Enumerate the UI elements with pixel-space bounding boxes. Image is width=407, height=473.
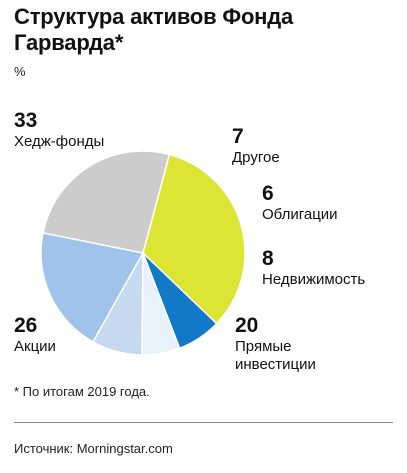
footnote: * По итогам 2019 года. (14, 384, 150, 399)
slice-stocks (42, 150, 171, 254)
label-other-value: 7 (232, 125, 244, 148)
label-hedge-funds-name: Хедж-фонды (14, 133, 105, 150)
divider (14, 422, 393, 423)
label-real-estate-value: 8 (262, 247, 274, 270)
label-hedge-funds: 33 Хедж-фонды (14, 110, 104, 151)
label-private-equity-name: Прямые инвестиции (235, 338, 316, 373)
label-stocks: 26 Акции (14, 315, 56, 356)
label-real-estate: 8 Недвижимость (262, 248, 365, 289)
chart-title: Структура активов Фонда Гарварда* (14, 4, 294, 55)
slice-private-equity (40, 231, 145, 343)
pie-chart (40, 150, 246, 356)
label-private-equity-value: 20 (235, 314, 259, 337)
label-hedge-funds-value: 33 (14, 109, 38, 132)
label-other: 7 Другое (232, 126, 280, 167)
unit-label: % (14, 64, 26, 79)
slice-hedge-funds (142, 153, 246, 325)
label-stocks-value: 26 (14, 314, 38, 337)
label-real-estate-name: Недвижимость (262, 271, 366, 288)
label-bonds-name: Облигации (262, 206, 338, 223)
label-stocks-name: Акции (14, 338, 56, 355)
source-note: Источник: Morningstar.com (14, 441, 173, 456)
label-private-equity: 20 Прямые инвестиции (235, 315, 316, 374)
label-other-name: Другое (232, 149, 280, 166)
label-bonds: 6 Облигации (262, 183, 338, 224)
label-bonds-value: 6 (262, 182, 274, 205)
